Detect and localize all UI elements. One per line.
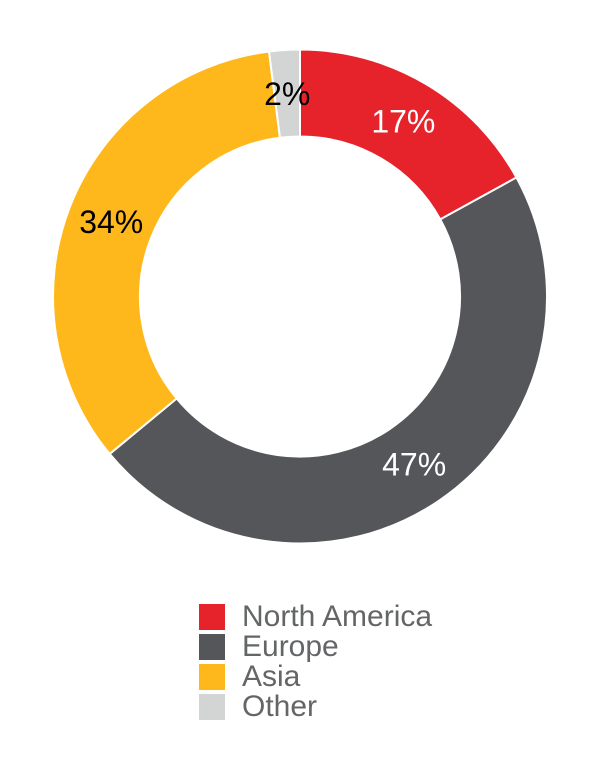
legend-swatch-asia-icon [199,664,225,690]
slice-asia [52,50,282,456]
legend-item-north-america: North America [199,602,432,632]
slice-europe [108,176,548,545]
legend-item-asia: Asia [199,662,432,692]
legend-label-north-america: North America [242,600,433,633]
legend: North America Europe Asia Other [199,602,432,722]
slice-value-label-north-america: 17% [371,104,435,140]
legend-item-other: Other [199,692,432,722]
legend-swatch-other-icon [199,694,225,720]
slice-value-label-europe: 47% [382,446,446,482]
legend-swatch-europe-icon [199,634,225,660]
donut-chart: 17% 47% 34% 2% [52,48,548,545]
slice-other [267,48,301,139]
legend-swatch-north-america-icon [199,604,225,630]
slice-value-label-asia: 34% [79,204,143,240]
legend-label-europe: Europe [242,630,339,663]
slice-value-label-other: 2% [264,76,310,112]
legend-label-other: Other [242,690,318,723]
legend-label-asia: Asia [242,660,301,693]
legend-item-europe: Europe [199,632,432,662]
